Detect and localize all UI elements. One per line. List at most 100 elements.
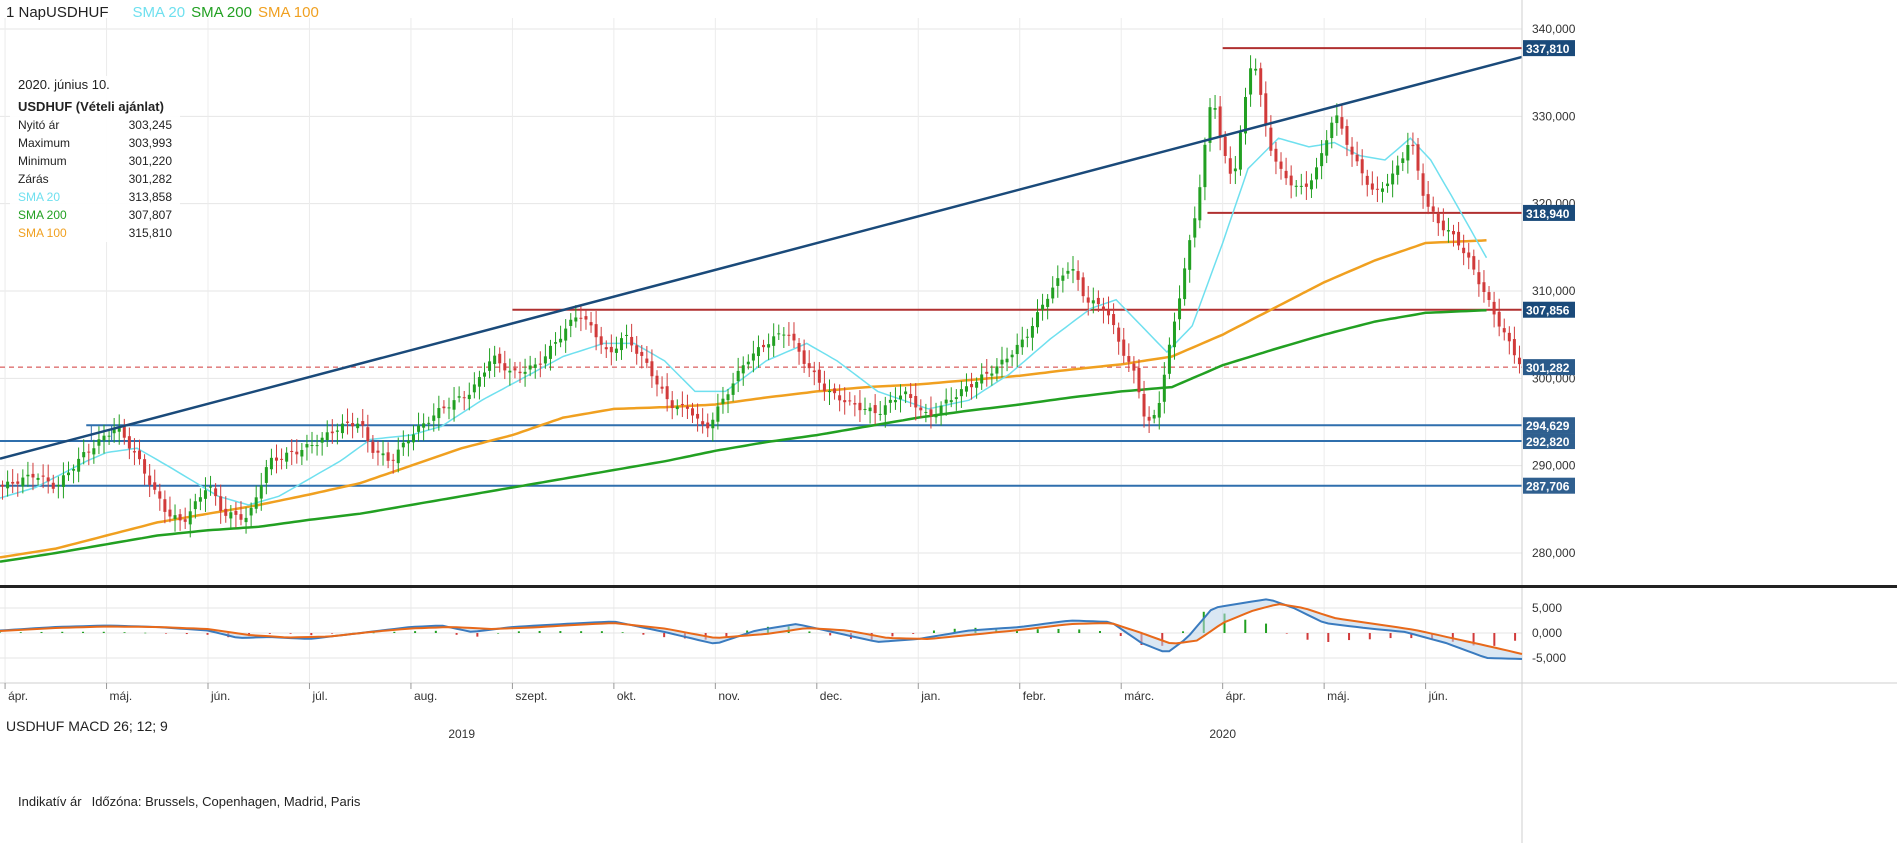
candle-body bbox=[437, 408, 441, 419]
sma200-legend[interactable]: SMA 200 bbox=[191, 4, 252, 21]
candle-body bbox=[670, 400, 674, 409]
candle-body bbox=[594, 324, 598, 338]
level-price-label: 287,706 bbox=[1526, 480, 1570, 494]
macd-histogram-bar bbox=[268, 633, 271, 634]
candle-body bbox=[351, 423, 355, 427]
candle-body bbox=[153, 482, 157, 490]
candle-body bbox=[209, 486, 213, 488]
candle-body bbox=[1497, 311, 1501, 327]
level-price-tag bbox=[1523, 204, 1575, 221]
candle-body bbox=[234, 510, 238, 515]
candle-body bbox=[1304, 183, 1308, 187]
candle-body bbox=[675, 406, 679, 410]
candle-body bbox=[904, 391, 908, 395]
candle-body bbox=[888, 399, 892, 403]
candle-body bbox=[462, 397, 466, 399]
candle-body bbox=[619, 338, 623, 351]
candle-body bbox=[305, 444, 309, 448]
candle-body bbox=[138, 450, 142, 460]
candle-body bbox=[645, 358, 649, 363]
macd-histogram-bar bbox=[165, 633, 168, 634]
candle-body bbox=[1198, 187, 1202, 221]
period-label[interactable]: 1 Nap bbox=[6, 4, 47, 21]
candle-body bbox=[533, 364, 537, 368]
candle-body bbox=[1086, 297, 1090, 303]
candle-body bbox=[680, 403, 684, 405]
candle-body bbox=[239, 514, 243, 520]
candle-body bbox=[31, 473, 35, 478]
macd-histogram-bar bbox=[891, 633, 894, 637]
info-row-min: Minimum 301,220 bbox=[10, 152, 180, 170]
candle-body bbox=[1345, 126, 1349, 145]
candle-body bbox=[893, 400, 897, 403]
candle-body bbox=[107, 435, 111, 437]
candle-body bbox=[224, 508, 228, 516]
candle-body bbox=[229, 512, 233, 519]
level-price-tag bbox=[1523, 359, 1575, 376]
candle-body bbox=[772, 336, 776, 346]
macd-histogram-bar bbox=[1514, 633, 1517, 641]
macd-histogram-bar bbox=[1306, 633, 1309, 640]
candle-body bbox=[751, 353, 755, 361]
candle-body bbox=[985, 371, 989, 374]
candle-body bbox=[1279, 161, 1283, 169]
candle-body bbox=[1477, 272, 1481, 285]
candle-body bbox=[36, 477, 40, 480]
candle-body bbox=[579, 317, 583, 319]
candle-body bbox=[483, 372, 487, 377]
candle-body bbox=[1046, 298, 1050, 307]
candle-body bbox=[1401, 158, 1405, 163]
x-tick-label: nov. bbox=[718, 689, 740, 703]
y-tick-label: 310,000 bbox=[1532, 284, 1576, 298]
candle-body bbox=[1289, 175, 1293, 186]
candle-body bbox=[1183, 268, 1187, 300]
y-tick-label: 290,000 bbox=[1532, 459, 1576, 473]
candle-body bbox=[625, 334, 629, 336]
macd-histogram-bar bbox=[372, 632, 375, 634]
candle-body bbox=[574, 317, 578, 322]
candle-body bbox=[264, 467, 268, 483]
candle-body bbox=[1452, 231, 1456, 235]
candle-body bbox=[635, 345, 639, 354]
info-label: SMA 100 bbox=[18, 226, 67, 240]
info-row-sma200: SMA 200 307,807 bbox=[10, 206, 180, 224]
macd-panel-label[interactable]: USDHUF MACD 26; 12; 9 bbox=[6, 718, 168, 734]
candle-body bbox=[736, 370, 740, 382]
candle-body bbox=[1051, 287, 1055, 299]
candle-body bbox=[1517, 357, 1521, 365]
candle-body bbox=[548, 345, 552, 359]
candle-body bbox=[1254, 68, 1258, 71]
macd-histogram-bar bbox=[61, 631, 64, 633]
candle-body bbox=[731, 383, 735, 395]
sma20-legend[interactable]: SMA 20 bbox=[132, 4, 186, 21]
candle-body bbox=[300, 449, 304, 457]
candle-body bbox=[442, 406, 446, 409]
macd-histogram-bar bbox=[1182, 631, 1185, 633]
symbol-label[interactable]: USDHUF bbox=[46, 4, 109, 21]
candle-body bbox=[767, 344, 771, 348]
macd-histogram-bar bbox=[1119, 633, 1122, 636]
candle-body bbox=[939, 405, 943, 415]
candle-body bbox=[290, 450, 294, 453]
candle-body bbox=[26, 474, 30, 477]
candle-body bbox=[1507, 332, 1511, 342]
level-price-label: 294,629 bbox=[1526, 419, 1570, 433]
candle-body bbox=[899, 395, 903, 400]
macd-histogram-bar bbox=[0, 632, 1, 633]
levels-layer bbox=[0, 47, 1522, 487]
candle-body bbox=[1249, 68, 1253, 95]
candle-body bbox=[1, 484, 5, 487]
sma100-legend[interactable]: SMA 100 bbox=[257, 4, 319, 21]
candle-body bbox=[1162, 374, 1166, 402]
info-label: SMA 200 bbox=[18, 208, 67, 222]
candle-body bbox=[746, 361, 750, 365]
info-row-sma20: SMA 20 313,858 bbox=[10, 188, 180, 206]
macd-histogram-bar bbox=[1348, 633, 1351, 641]
trend-layer bbox=[0, 55, 1523, 460]
candle-body bbox=[990, 373, 994, 376]
candle-body bbox=[1350, 146, 1354, 155]
candle-body bbox=[756, 347, 760, 357]
candle-body bbox=[447, 407, 451, 409]
info-value: 303,245 bbox=[128, 118, 172, 132]
candle-body bbox=[386, 452, 390, 461]
